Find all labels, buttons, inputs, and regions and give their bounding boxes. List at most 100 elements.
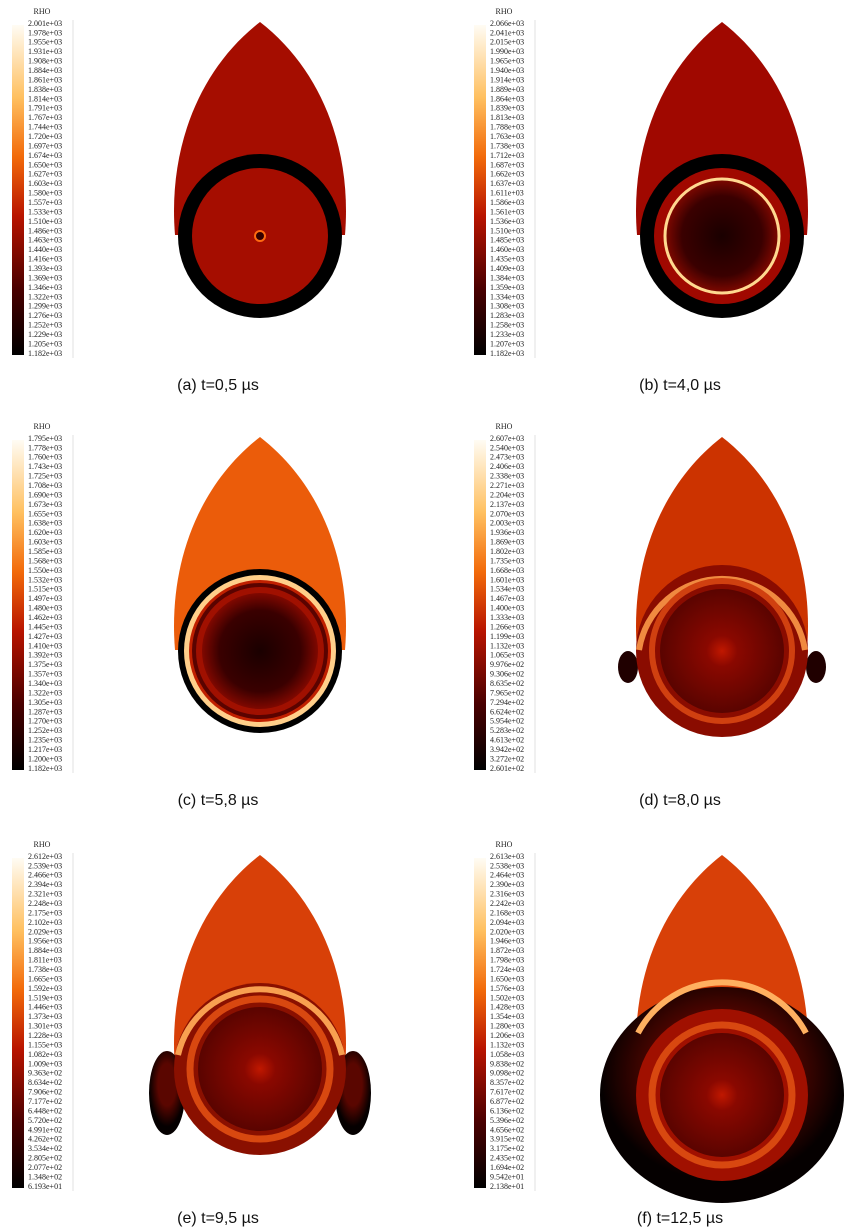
colorbar-tick-label: 1.409e+03 bbox=[490, 264, 524, 273]
colorbar-tick-label: 1.497e+03 bbox=[28, 594, 62, 603]
sim-shape bbox=[254, 230, 266, 242]
colorbar-tick-label: 2.464e+03 bbox=[490, 871, 524, 880]
colorbar-tick-label: 1.838e+03 bbox=[28, 85, 62, 94]
colorbar-tick-label: 1.534e+03 bbox=[490, 585, 524, 594]
colorbar-tick-label: 1.620e+03 bbox=[28, 528, 62, 537]
colorbar-tick-label: 5.720e+02 bbox=[28, 1116, 62, 1125]
colorbar-tick-label: 1.738e+03 bbox=[490, 141, 524, 150]
colorbar-tick-label: 1.586e+03 bbox=[490, 198, 524, 207]
colorbar-tick-label: 9.306e+02 bbox=[490, 670, 524, 679]
colorbar-tick-label: 1.864e+03 bbox=[490, 94, 524, 103]
colorbar-title: RHO bbox=[496, 422, 513, 431]
colorbar-tick-label: 3.942e+02 bbox=[490, 745, 524, 754]
colorbar-tick-label: 5.283e+02 bbox=[490, 726, 524, 735]
colorbar-tick-label: 1.427e+03 bbox=[28, 632, 62, 641]
colorbar-tick-label: 1.744e+03 bbox=[28, 123, 62, 132]
colorbar-tick-label: 6.448e+02 bbox=[28, 1106, 62, 1115]
colorbar-tick-label: 1.791e+03 bbox=[28, 104, 62, 113]
colorbar-tick-label: 2.077e+02 bbox=[28, 1163, 62, 1172]
colorbar bbox=[474, 440, 486, 770]
colorbar-tick-label: 1.798e+03 bbox=[490, 956, 524, 965]
sim-shape bbox=[618, 651, 638, 683]
colorbar-tick-label: 1.813e+03 bbox=[490, 113, 524, 122]
caption: (e) t=9,5 µs bbox=[177, 1210, 259, 1227]
colorbar-tick-label: 1.687e+03 bbox=[490, 160, 524, 169]
colorbar-tick-label: 2.338e+03 bbox=[490, 472, 524, 481]
colorbar-tick-label: 1.533e+03 bbox=[28, 207, 62, 216]
colorbar-tick-label: 1.655e+03 bbox=[28, 509, 62, 518]
colorbar-tick-label: 2.102e+03 bbox=[28, 918, 62, 927]
colorbar-tick-label: 2.248e+03 bbox=[28, 899, 62, 908]
colorbar-tick-label: 1.946e+03 bbox=[490, 937, 524, 946]
colorbar-tick-label: 1.392e+03 bbox=[28, 651, 62, 660]
colorbar-tick-label: 1.814e+03 bbox=[28, 94, 62, 103]
colorbar-tick-label: 1.348e+02 bbox=[28, 1172, 62, 1181]
sim-shape bbox=[648, 1021, 796, 1169]
panel: RHO2.001e+031.978e+031.955e+031.931e+031… bbox=[12, 7, 346, 394]
colorbar-tick-label: 2.175e+03 bbox=[28, 908, 62, 917]
colorbar-tick-label: 9.098e+02 bbox=[490, 1069, 524, 1078]
colorbar-tick-label: 1.861e+03 bbox=[28, 75, 62, 84]
colorbar-tick-label: 6.624e+02 bbox=[490, 707, 524, 716]
colorbar-tick-label: 1.724e+03 bbox=[490, 965, 524, 974]
colorbar-tick-label: 1.467e+03 bbox=[490, 594, 524, 603]
colorbar-tick-label: 4.991e+02 bbox=[28, 1125, 62, 1134]
colorbar-tick-label: 2.321e+03 bbox=[28, 890, 62, 899]
colorbar-tick-label: 1.510e+03 bbox=[28, 217, 62, 226]
colorbar-tick-label: 2.612e+03 bbox=[28, 852, 62, 861]
sim-shape bbox=[202, 593, 318, 709]
colorbar-tick-label: 1.743e+03 bbox=[28, 462, 62, 471]
colorbar-tick-label: 1.206e+03 bbox=[490, 1031, 524, 1040]
colorbar-tick-label: 1.795e+03 bbox=[28, 434, 62, 443]
colorbar-tick-label: 7.294e+02 bbox=[490, 698, 524, 707]
colorbar-tick-label: 7.906e+02 bbox=[28, 1088, 62, 1097]
colorbar-tick-label: 7.177e+02 bbox=[28, 1097, 62, 1106]
colorbar-tick-label: 1.200e+03 bbox=[28, 754, 62, 763]
colorbar-tick-label: 2.015e+03 bbox=[490, 38, 524, 47]
caption: (f) t=12,5 µs bbox=[637, 1210, 723, 1227]
colorbar-tick-label: 1.258e+03 bbox=[490, 321, 524, 330]
colorbar-tick-label: 1.872e+03 bbox=[490, 946, 524, 955]
colorbar-tick-label: 1.207e+03 bbox=[490, 339, 524, 348]
colorbar-tick-label: 4.262e+02 bbox=[28, 1135, 62, 1144]
colorbar-tick-label: 7.965e+02 bbox=[490, 688, 524, 697]
colorbar-tick-label: 1.536e+03 bbox=[490, 217, 524, 226]
colorbar-tick-label: 1.410e+03 bbox=[28, 641, 62, 650]
colorbar-tick-label: 1.270e+03 bbox=[28, 717, 62, 726]
colorbar-tick-label: 2.020e+03 bbox=[490, 927, 524, 936]
colorbar-tick-label: 4.656e+02 bbox=[490, 1125, 524, 1134]
colorbar-tick-label: 1.568e+03 bbox=[28, 556, 62, 565]
colorbar-tick-label: 3.272e+02 bbox=[490, 754, 524, 763]
colorbar-tick-label: 2.168e+03 bbox=[490, 908, 524, 917]
colorbar-tick-label: 2.435e+02 bbox=[490, 1154, 524, 1163]
sim-shape bbox=[806, 651, 826, 683]
colorbar-tick-label: 2.805e+02 bbox=[28, 1154, 62, 1163]
colorbar-tick-label: 1.673e+03 bbox=[28, 500, 62, 509]
sim-shape bbox=[649, 578, 795, 724]
colorbar-tick-label: 2.137e+03 bbox=[490, 500, 524, 509]
colorbar-tick-label: 3.175e+02 bbox=[490, 1144, 524, 1153]
colorbar-tick-label: 1.884e+03 bbox=[28, 66, 62, 75]
colorbar-tick-label: 5.396e+02 bbox=[490, 1116, 524, 1125]
colorbar-tick-label: 1.592e+03 bbox=[28, 984, 62, 993]
panel: RHO2.612e+032.539e+032.466e+032.394e+032… bbox=[12, 840, 371, 1227]
colorbar-tick-label: 1.369e+03 bbox=[28, 273, 62, 282]
colorbar-tick-label: 1.375e+03 bbox=[28, 660, 62, 669]
colorbar bbox=[12, 858, 24, 1188]
colorbar-tick-label: 2.538e+03 bbox=[490, 861, 524, 870]
panel: RHO1.795e+031.778e+031.760e+031.743e+031… bbox=[12, 422, 346, 809]
colorbar-tick-label: 1.235e+03 bbox=[28, 736, 62, 745]
colorbar-title: RHO bbox=[496, 840, 513, 849]
colorbar-tick-label: 1.725e+03 bbox=[28, 472, 62, 481]
colorbar-tick-label: 1.697e+03 bbox=[28, 141, 62, 150]
colorbar bbox=[12, 440, 24, 770]
colorbar-tick-label: 1.735e+03 bbox=[490, 556, 524, 565]
colorbar-tick-label: 8.357e+02 bbox=[490, 1078, 524, 1087]
colorbar-tick-label: 1.811e+03 bbox=[28, 956, 62, 965]
colorbar-tick-label: 1.694e+02 bbox=[490, 1163, 524, 1172]
colorbar-tick-label: 1.914e+03 bbox=[490, 75, 524, 84]
colorbar-tick-label: 1.446e+03 bbox=[28, 1003, 62, 1012]
colorbar-tick-label: 1.637e+03 bbox=[490, 179, 524, 188]
colorbar-tick-label: 2.041e+03 bbox=[490, 28, 524, 37]
colorbar-tick-label: 1.276e+03 bbox=[28, 311, 62, 320]
